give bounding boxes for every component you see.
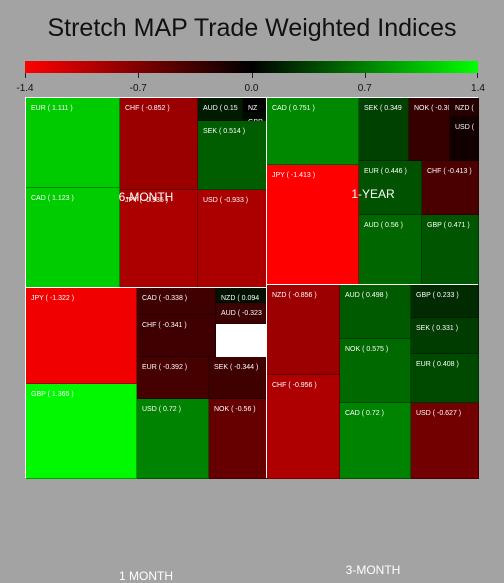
treemap-cell-label: CHF ( -0.956 ) — [272, 382, 317, 389]
treemap-group-label: 1 MONTH — [119, 569, 173, 583]
color-scale-tick — [138, 73, 140, 78]
treemap-cell: EUR ( 0.446 ) — [359, 161, 422, 215]
treemap-cell-label: GBP ( 1.365 ) — [31, 391, 74, 398]
treemap-cell-label: SEK ( 0.331 ) — [416, 325, 459, 332]
treemap-cell-label: EUR ( -0.392 ) — [142, 364, 188, 371]
treemap-cell-label: NZ — [248, 105, 258, 112]
treemap-cell-label: EUR ( 0.408 ) — [416, 361, 459, 368]
treemap-cell: JPY ( -1.322 ) — [26, 288, 137, 384]
color-scale-tick-label: 1.4 — [471, 83, 485, 94]
treemap-group-label: 3-MONTH — [345, 563, 401, 577]
treemap-cell-label: JPY ( -1.413 ) — [272, 172, 316, 179]
treemap-cell: USD ( — [450, 117, 479, 161]
treemap-cell: USD ( 0.72 ) — [137, 399, 209, 479]
treemap-cell: CHF ( -0.956 ) — [267, 375, 340, 479]
treemap-cell: SEK ( 0.514 ) — [198, 121, 267, 190]
treemap-cell-label: AUD ( 0.15 — [203, 105, 238, 112]
treemap-cell-label: NZD ( — [455, 105, 474, 112]
treemap-plot: EUR ( 1.111 ) CAD ( 1.123 ) CHF ( -0.852 )… — [25, 97, 479, 583]
chart-title: Stretch MAP Trade Weighted Indices — [47, 14, 457, 42]
treemap-cell: AUD ( 0.56 ) — [359, 215, 422, 285]
treemap-cell-label: CAD ( 0.751 ) — [272, 105, 315, 112]
color-scale-tick-label: 0.0 — [244, 83, 259, 94]
treemap-cell-label: JPY ( -0.935 ) — [125, 197, 169, 204]
treemap-cell-label: NOK ( -0.56 ) — [214, 406, 256, 413]
treemap-cell: AUD ( 0.15 — [198, 98, 243, 121]
treemap-cell-label: CHF ( -0.341 ) — [142, 322, 187, 329]
treemap-cell-label: CAD ( 0.72 ) — [345, 410, 384, 417]
treemap-cell-label: EUR ( 1.111 ) — [31, 105, 73, 112]
treemap-cell: EUR ( 1.111 ) — [26, 98, 120, 188]
treemap-cell-label: USD ( -0.627 ) — [416, 410, 462, 417]
treemap-cell: CHF ( -0.341 ) — [137, 315, 216, 357]
treemap-cell: NZD ( -0.856 ) — [267, 285, 340, 375]
treemap-cell-label: NOK ( -0.30 — [414, 105, 450, 112]
treemap-cell: NZ — [243, 98, 267, 112]
treemap-cell-label: GBP ( 0.233 ) — [416, 292, 459, 299]
treemap-cell-label: EUR ( 0.446 ) — [364, 168, 407, 175]
treemap-cell: CHF ( -0.413 ) — [422, 161, 479, 215]
treemap-cell: CHF ( -0.852 ) — [120, 98, 198, 190]
treemap-cell: NOK ( -0.56 ) — [209, 399, 267, 479]
treemap-group: JPY ( -1.322 ) CAD ( -0.338 ) NZD ( 0.094 A… — [25, 287, 267, 583]
treemap-cell: CAD ( -0.338 ) — [137, 288, 216, 315]
treemap-cell-label: CHF ( -0.852 ) — [125, 105, 170, 112]
treemap-cell: JPY ( -0.935 ) — [120, 190, 198, 288]
treemap-cell-label: NOK ( 0.575 ) — [345, 346, 389, 353]
treemap-cell: GBP ( 1.365 ) — [26, 384, 137, 479]
treemap-cell-label: USD ( 0.72 ) — [142, 406, 181, 413]
treemap-cell: NZD ( 0.094 — [216, 288, 267, 303]
treemap-cell: EUR ( -0.392 ) — [137, 357, 209, 399]
treemap-cell: CAD ( 0.751 ) — [267, 98, 359, 165]
treemap-cell-label: NZD ( 0.094 — [221, 295, 260, 302]
treemap-cell: NZD ( — [450, 98, 479, 117]
treemap-cell: CAD ( 1.123 ) — [26, 188, 120, 288]
treemap-group: EUR ( 1.111 ) CAD ( 1.123 ) CHF ( -0.852 )… — [25, 97, 267, 288]
treemap-cell-label: SEK ( 0.514 ) — [203, 128, 246, 135]
treemap-cell: USD ( -0.627 ) — [411, 403, 479, 479]
treemap-cell: CAD ( 0.72 ) — [340, 403, 411, 479]
treemap-cell: AUD ( 0.498 ) — [340, 285, 411, 339]
color-scale-tick-label: -1.4 — [16, 83, 34, 94]
treemap-cell: GBP ( 0.233 ) — [411, 285, 479, 318]
treemap-cell-label: GBP ( 0.471 ) — [427, 222, 470, 229]
treemap-cell-label: CAD ( -0.338 ) — [142, 295, 188, 302]
treemap-cell-label: JPY ( -1.322 ) — [31, 295, 75, 302]
treemap-cell: SEK ( 0.349 — [359, 98, 409, 161]
treemap-cell-label: NZD ( -0.856 ) — [272, 292, 317, 299]
color-scale-tick-label: -0.7 — [129, 83, 147, 94]
treemap-cell-label: AUD ( 0.56 ) — [364, 222, 403, 229]
treemap-cell: NOK ( -0.30 — [409, 98, 450, 161]
treemap-cell: USD ( -0.933 ) — [198, 190, 267, 288]
treemap-cell: SEK ( -0.344 ) — [209, 357, 267, 399]
treemap-cell-label: USD ( — [455, 124, 475, 131]
treemap-cell-label: CAD ( 1.123 ) — [31, 195, 74, 202]
color-scale-tick — [364, 73, 366, 78]
treemap-cell: EUR ( 0.408 ) — [411, 354, 479, 403]
treemap-cell-label: USD ( -0.933 ) — [203, 197, 249, 204]
color-scale-tick-label: 0.7 — [357, 83, 372, 94]
treemap-cell-label: CHF ( -0.413 ) — [427, 168, 472, 175]
color-scale-tick — [25, 73, 26, 78]
treemap-cell: JPY ( -1.413 ) — [267, 165, 359, 285]
treemap-group: NZD ( -0.856 ) CHF ( -0.956 ) AUD ( 0.498 … — [266, 284, 479, 577]
treemap-cell: NOK ( 0.575 ) — [340, 339, 411, 403]
treemap-cell-label: AUD ( -0.323 — [221, 310, 262, 317]
treemap-cell: SEK ( 0.331 ) — [411, 318, 479, 354]
color-scale-bar — [25, 61, 478, 73]
color-scale-tick — [251, 73, 253, 78]
color-scale-tick — [477, 73, 478, 78]
treemap-cell-label: AUD ( 0.498 ) — [345, 292, 388, 299]
treemap-cell-label: SEK ( -0.344 ) — [214, 364, 259, 371]
treemap-cell-label: SEK ( 0.349 — [364, 105, 402, 112]
treemap-cell: AUD ( -0.323 — [216, 303, 267, 324]
treemap-cell: GBP ( 0.471 ) — [422, 215, 479, 285]
treemap-group: CAD ( 0.751 ) SEK ( 0.349 NOK ( -0.30 NZD (… — [266, 97, 479, 285]
